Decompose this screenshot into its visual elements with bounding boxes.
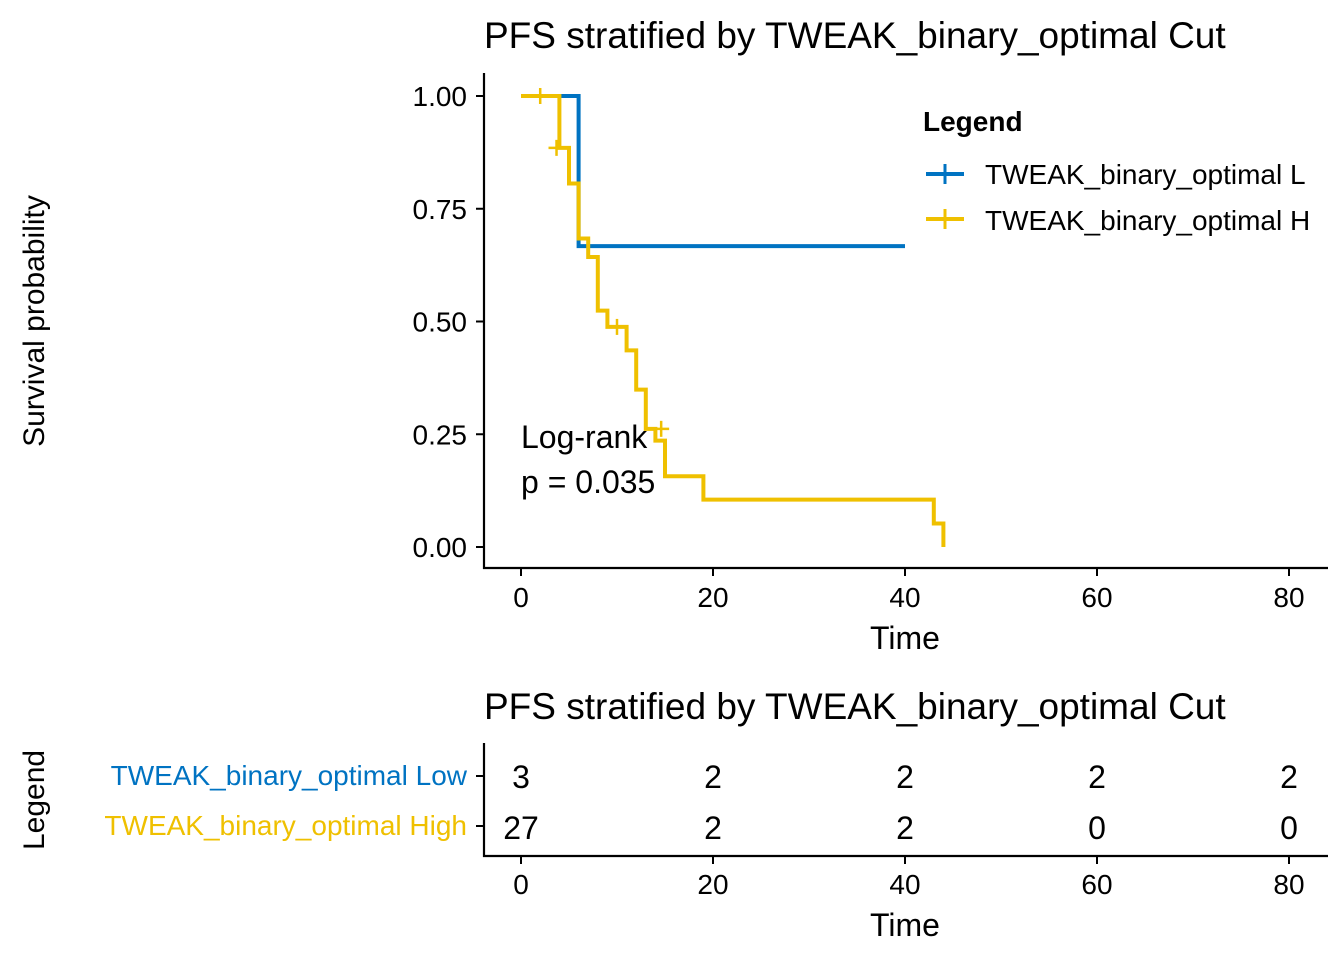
- survival-curves: [521, 94, 946, 547]
- table-x-axis-label: Time: [870, 907, 940, 943]
- risk-table-cell: 2: [704, 759, 722, 795]
- risk-table-cell: 0: [1280, 810, 1298, 846]
- logrank-label: Log-rank: [521, 419, 648, 455]
- y-tick-label: 0.00: [413, 532, 468, 563]
- x-tick-label: 0: [513, 582, 529, 613]
- legend-title: Legend: [923, 106, 1023, 137]
- table-title: PFS stratified by TWEAK_binary_optimal C…: [484, 686, 1226, 727]
- table-x-tick-label: 80: [1273, 869, 1304, 900]
- legend: Legend TWEAK_binary_optimal L TWEAK_bina…: [923, 106, 1310, 236]
- table-x-ticks: 0 20 40 60 80: [513, 856, 1305, 900]
- risk-table-cell: 27: [503, 810, 539, 846]
- table-y-axis-label: Legend: [18, 750, 51, 850]
- risk-table-cells: 3 2 2 2 2 27 2 2 0 0: [503, 759, 1298, 846]
- risk-table-cell: 0: [1088, 810, 1106, 846]
- y-tick-label: 0.25: [413, 419, 468, 450]
- table-row-label-low: TWEAK_binary_optimal Low: [111, 760, 468, 791]
- legend-high-label: TWEAK_binary_optimal H: [985, 205, 1310, 236]
- x-ticks: 0 20 40 60 80: [513, 568, 1305, 613]
- table-row-label-high: TWEAK_binary_optimal High: [104, 810, 467, 841]
- risk-table-cell: 2: [896, 759, 914, 795]
- x-tick-label: 20: [697, 582, 728, 613]
- x-tick-label: 80: [1273, 582, 1304, 613]
- risk-table-cell: 2: [704, 810, 722, 846]
- table-x-tick-label: 0: [513, 869, 529, 900]
- risk-table-cell: 2: [1280, 759, 1298, 795]
- table-x-tick-label: 20: [697, 869, 728, 900]
- legend-low-label: TWEAK_binary_optimal L: [985, 159, 1306, 190]
- x-tick-label: 60: [1081, 582, 1112, 613]
- table-x-tick-label: 60: [1081, 869, 1112, 900]
- x-axis-label: Time: [870, 620, 940, 656]
- risk-table-cell: 2: [1088, 759, 1106, 795]
- y-tick-label: 0.75: [413, 194, 468, 225]
- pvalue-label: p = 0.035: [521, 464, 655, 500]
- plot-title: PFS stratified by TWEAK_binary_optimal C…: [484, 15, 1226, 56]
- y-axis-label: Survival probability: [18, 195, 51, 447]
- table-x-tick-label: 40: [889, 869, 920, 900]
- x-tick-label: 40: [889, 582, 920, 613]
- high-survival-curve: [521, 94, 946, 547]
- y-ticks: 1.00 0.75 0.50 0.25 0.00: [413, 81, 484, 563]
- censor-marks: [532, 88, 670, 437]
- y-tick-label: 0.50: [413, 307, 468, 338]
- y-tick-label: 1.00: [413, 81, 468, 112]
- risk-table-cell: 3: [512, 759, 530, 795]
- risk-table-cell: 2: [896, 810, 914, 846]
